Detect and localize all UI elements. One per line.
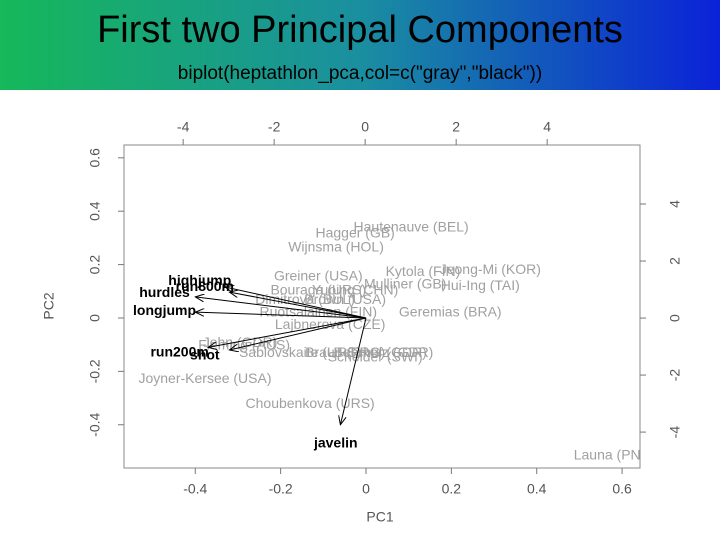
y-axis-label: PC2 [41,292,57,319]
y2-tick-label: -2 [667,369,683,382]
observation-label: Jeong-Mi (KOR) [440,261,541,277]
y2-tick-label: 0 [667,314,683,322]
x-tick-label: -0.4 [183,481,207,497]
x2-tick-label: 4 [543,119,551,135]
loading-label: highjump [168,272,231,288]
observation-label: Braun (FRG) [305,344,385,360]
x-tick-label: 0.2 [442,481,462,497]
observation-label: Schulz (GDR) [347,344,433,360]
y-tick-label: 0.6 [87,148,103,168]
observation-label: Yuping (CHN) [312,282,398,298]
observation-label: Lajbnerova (CZE) [275,316,386,332]
observation-label: Joyner-Kersee (USA) [138,370,271,386]
observation-label: Choubenkova (URS) [246,395,375,411]
observation-label: Scheider (SWI) [328,349,423,365]
observation-label: Geremias (BRA) [399,304,502,320]
loading-label: shot [190,346,220,362]
header-band [0,0,720,90]
y-tick-label: 0.2 [87,255,103,275]
y2-tick-label: 2 [667,257,683,265]
observation-label: Hautenauve (BEL) [354,219,469,235]
title: First two Principal Components [97,9,623,51]
observation-label: Kytola (FIN) [386,263,461,279]
observation-label: Mulliner (GB) [364,276,446,292]
x-tick-label: -0.2 [269,481,293,497]
observation-label: Brown (USA) [304,291,386,307]
loading-label: longjump [133,302,196,318]
x-tick-label: 0.4 [527,481,547,497]
observation-label: Sablovskaite (URS) [239,344,361,360]
plot-frame [123,144,641,469]
plot-area: Hautenauve (BEL)Hagger (GB)Wijnsma (HOL)… [133,219,656,463]
observation-label: Launa (PNG) [574,447,656,463]
y2-tick-label: 4 [667,200,683,208]
y-tick-label: -0.4 [87,412,103,436]
loading-arrow [229,317,367,350]
y2-tick-label: -4 [667,426,683,439]
observation-label: Hagger (GB) [315,225,394,241]
observation-label: Wijnsma (HOL) [288,239,384,255]
loading-arrow [195,297,367,319]
loading-arrow [195,312,367,319]
observation-label: Bouraga (URS) [270,282,366,298]
loading-label: javelin [313,435,358,451]
loading-label: hurdles [139,284,190,300]
x-axis-label: PC1 [366,509,393,525]
loading-arrow [225,287,367,319]
observation-label: Dimitrova (BUL) [255,291,355,307]
observation-label: Hui-Ing (TAI) [441,277,520,293]
x2-tick-label: 0 [361,119,369,135]
x-tick-label: 0.6 [612,481,632,497]
loading-arrow [208,317,367,347]
loading-arrow [340,317,367,425]
y-tick-label: 0 [87,314,103,322]
x2-tick-label: 2 [452,119,460,135]
x2-tick-label: -4 [177,119,190,135]
observation-label: Greiner (USA) [274,268,363,284]
loading-label: run200m [150,343,208,359]
x-tick-label: 0 [362,481,370,497]
loading-arrow [229,292,367,319]
y-tick-label: -0.2 [87,359,103,383]
x2-tick-label: -2 [268,119,281,135]
y-tick-label: 0.4 [87,201,103,221]
loading-label: run800m [176,278,234,294]
subtitle: biplot(heptathlon_pca,col=c("gray","blac… [178,63,542,84]
